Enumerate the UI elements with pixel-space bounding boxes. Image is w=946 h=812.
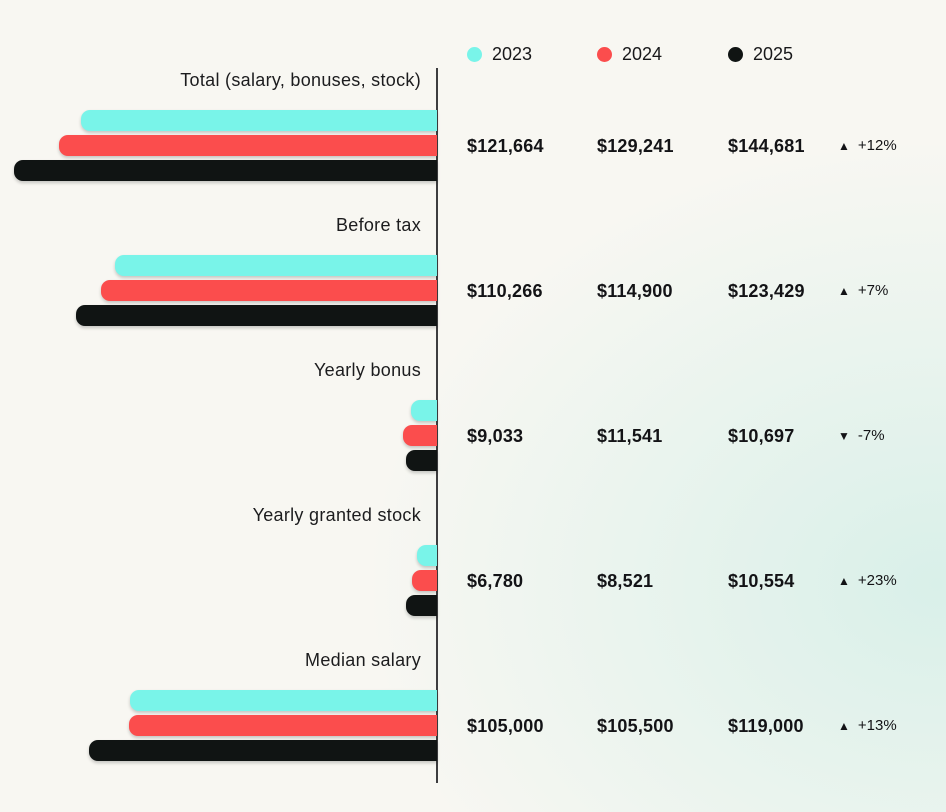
legend-item-2023: 2023 xyxy=(467,44,532,65)
bar-2023 xyxy=(81,110,437,131)
change-indicator: ▲ +7% xyxy=(838,281,888,301)
legend-item-2025: 2025 xyxy=(728,44,793,65)
bar-2023 xyxy=(115,255,437,276)
value-2025: $119,000 xyxy=(728,716,804,736)
bar-2024 xyxy=(59,135,437,156)
value-2025: $144,681 xyxy=(728,136,805,156)
bar-2025 xyxy=(14,160,437,181)
triangle-up-icon: ▲ xyxy=(838,139,850,153)
triangle-down-icon: ▼ xyxy=(838,429,850,443)
category-row-median-salary: Median salary $105,000 $105,500 $119,000… xyxy=(0,648,946,793)
legend-item-2024: 2024 xyxy=(597,44,662,65)
bar-group xyxy=(0,545,437,616)
value-2025: $10,697 xyxy=(728,426,795,446)
triangle-up-icon: ▲ xyxy=(838,719,850,733)
value-2023: $110,266 xyxy=(467,281,543,301)
value-2023: $9,033 xyxy=(467,426,524,446)
bar-2024 xyxy=(101,280,437,301)
change-indicator: ▼ -7% xyxy=(838,426,885,446)
bar-group xyxy=(0,400,437,471)
category-label: Total (salary, bonuses, stock) xyxy=(180,70,421,90)
value-2024: $129,241 xyxy=(597,136,674,156)
change-indicator: ▲ +23% xyxy=(838,571,897,591)
bar-2025 xyxy=(406,450,437,471)
legend-dot-2025-icon xyxy=(728,47,743,62)
value-2023: $121,664 xyxy=(467,136,544,156)
category-row-yearly-bonus: Yearly bonus $9,033 $11,541 $10,697 ▼ -7… xyxy=(0,358,946,503)
bar-group xyxy=(0,690,437,761)
legend-dot-2024-icon xyxy=(597,47,612,62)
bar-2023 xyxy=(130,690,437,711)
legend-label-2024: 2024 xyxy=(622,44,663,64)
category-row-yearly-granted-stock: Yearly granted stock $6,780 $8,521 $10,5… xyxy=(0,503,946,648)
legend-label-2025: 2025 xyxy=(753,44,794,64)
category-row-before-tax: Before tax $110,266 $114,900 $123,429 ▲ … xyxy=(0,213,946,358)
triangle-up-icon: ▲ xyxy=(838,574,850,588)
category-label: Yearly bonus xyxy=(313,360,421,380)
bar-2025 xyxy=(406,595,437,616)
legend-label-2023: 2023 xyxy=(492,44,533,64)
bar-group xyxy=(0,255,437,326)
change-text: +12% xyxy=(857,137,897,154)
value-2023: $6,780 xyxy=(467,571,524,591)
category-label: Yearly granted stock xyxy=(252,505,421,525)
legend-dot-2023-icon xyxy=(467,47,482,62)
category-label: Median salary xyxy=(305,650,421,670)
bar-group xyxy=(0,110,437,181)
category-row-total: Total (salary, bonuses, stock) $121,664 … xyxy=(0,68,946,213)
change-text: +7% xyxy=(857,282,889,299)
axis-line xyxy=(436,68,438,783)
triangle-up-icon: ▲ xyxy=(838,284,850,298)
value-2025: $123,429 xyxy=(728,281,805,301)
change-text: +13% xyxy=(857,717,897,734)
bar-2025 xyxy=(89,740,437,761)
value-2024: $8,521 xyxy=(597,571,654,591)
bar-2024 xyxy=(403,425,437,446)
value-2025: $10,554 xyxy=(728,571,795,591)
bar-2025 xyxy=(76,305,437,326)
change-text: -7% xyxy=(857,427,885,444)
value-2024: $114,900 xyxy=(597,281,673,301)
change-indicator: ▲ +12% xyxy=(838,136,897,156)
change-indicator: ▲ +13% xyxy=(838,716,897,736)
value-2023: $105,000 xyxy=(467,716,544,736)
bar-2023 xyxy=(411,400,437,421)
category-label: Before tax xyxy=(335,215,421,235)
bar-2023 xyxy=(417,545,437,566)
value-2024: $105,500 xyxy=(597,716,674,736)
change-text: +23% xyxy=(857,572,897,589)
value-2024: $11,541 xyxy=(597,426,663,446)
bar-2024 xyxy=(129,715,437,736)
bar-2024 xyxy=(412,570,437,591)
